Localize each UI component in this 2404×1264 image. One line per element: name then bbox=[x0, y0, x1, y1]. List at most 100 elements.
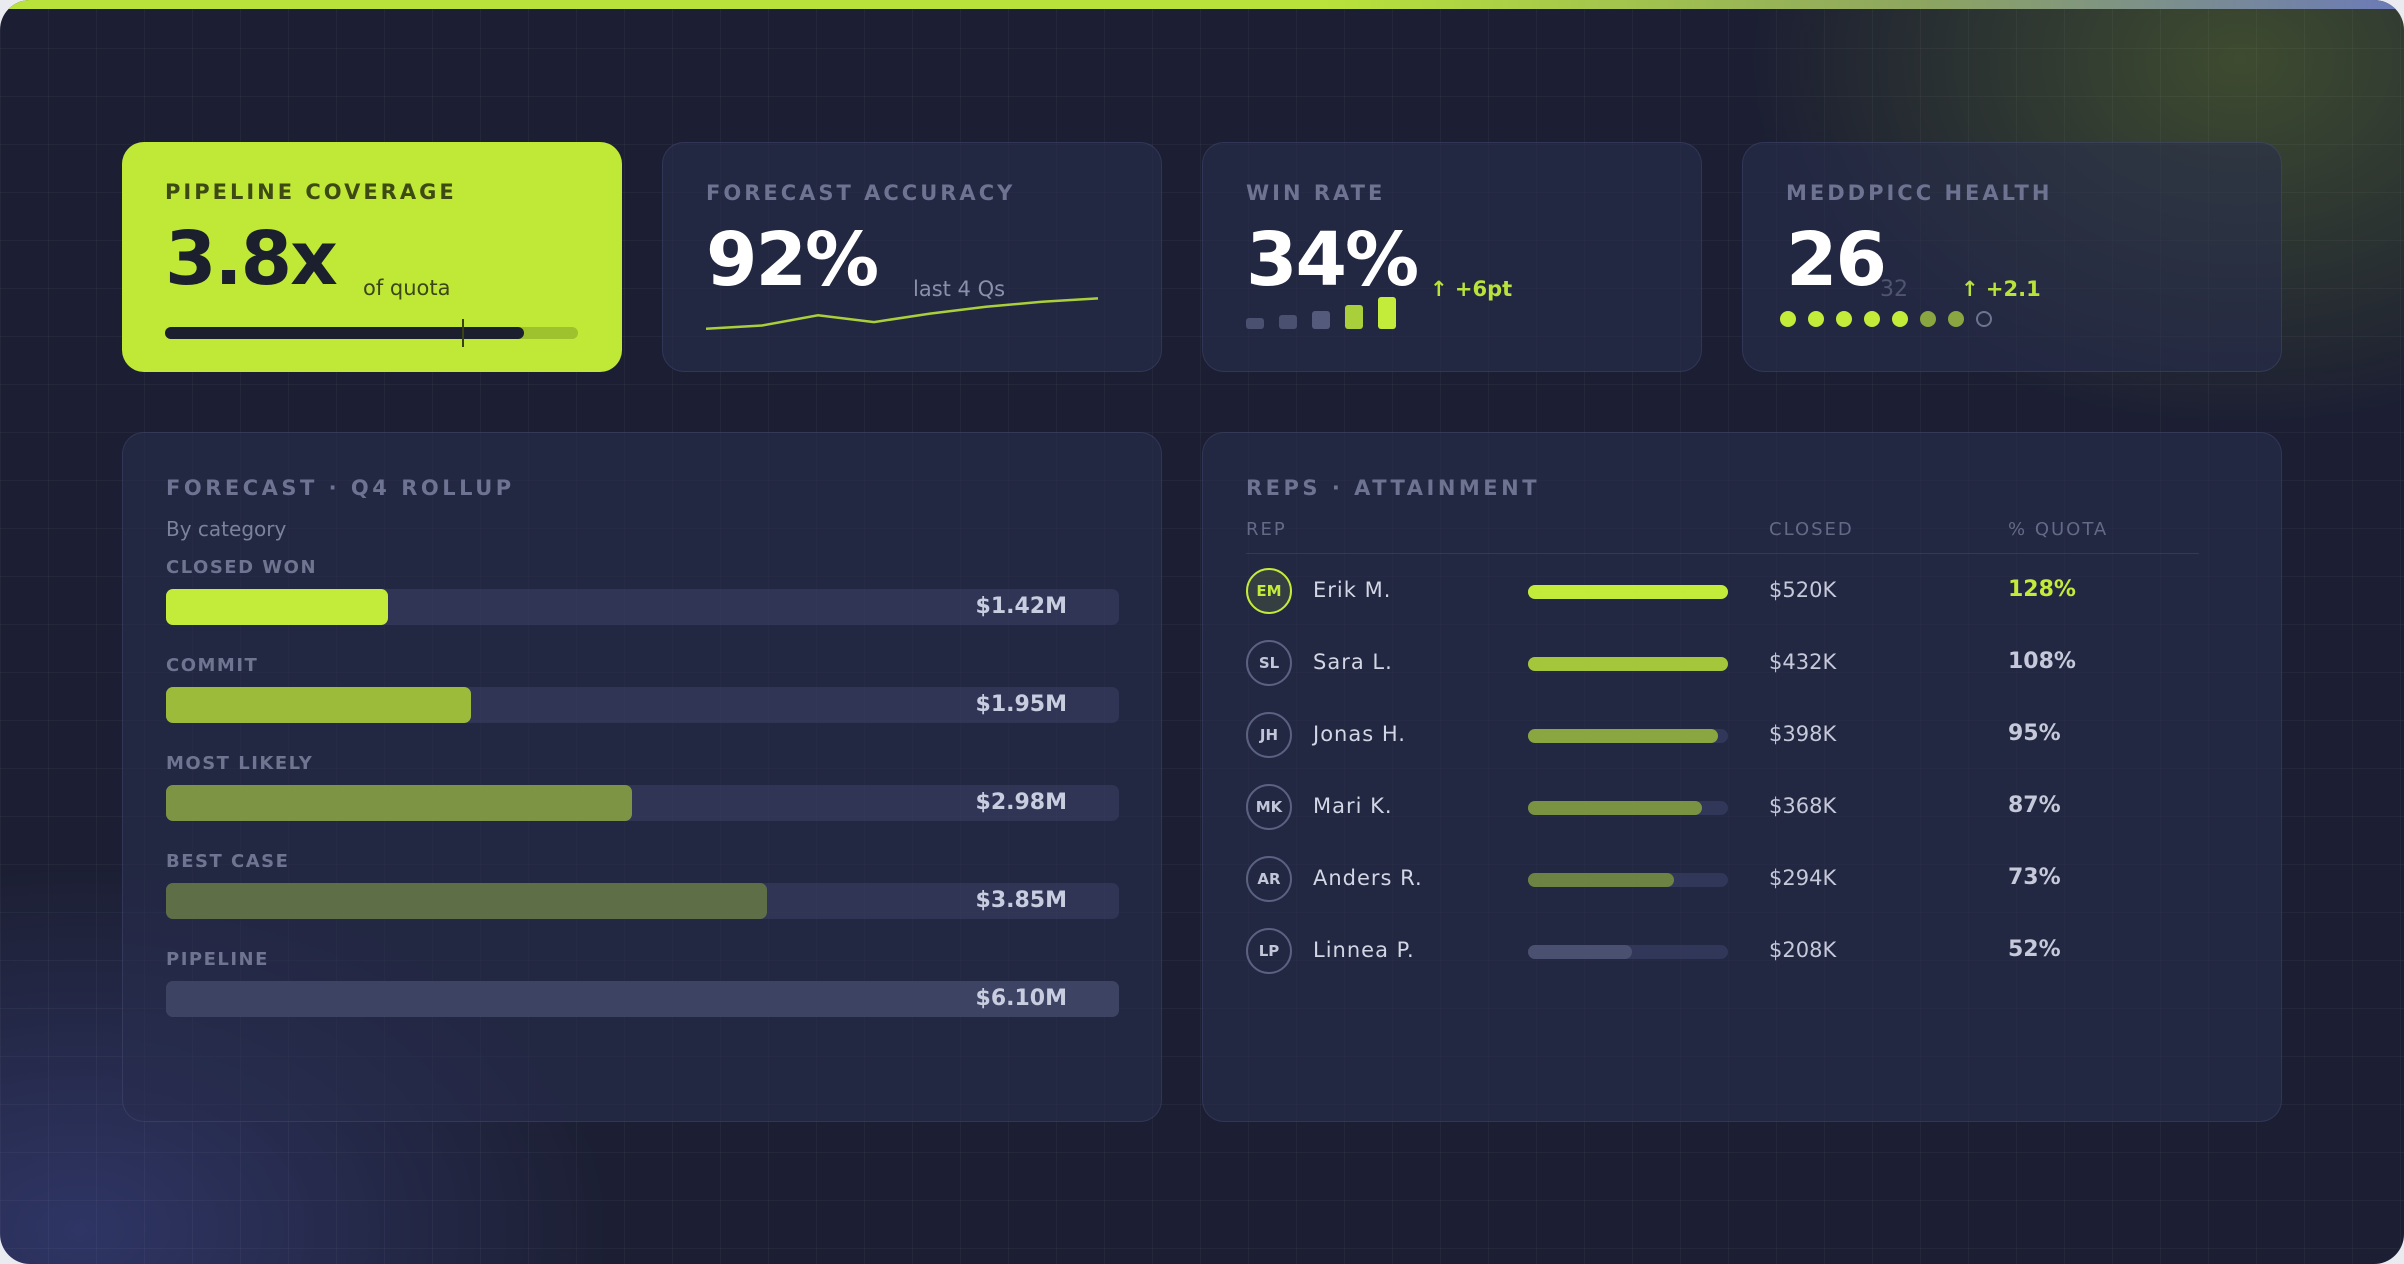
rep-row[interactable]: EM Erik M. $520K 128% bbox=[1246, 568, 2246, 618]
forecast-bar-track: $1.95M bbox=[166, 687, 1119, 723]
rep-closed: $432K bbox=[1769, 650, 1837, 674]
forecast-row[interactable]: COMMIT $1.95M bbox=[166, 655, 1119, 753]
attainment-bar bbox=[1528, 729, 1718, 743]
forecast-category-label: PIPELINE bbox=[166, 949, 269, 970]
forecast-category-label: MOST LIKELY bbox=[166, 753, 314, 774]
forecast-bar bbox=[166, 687, 471, 723]
health-dot bbox=[1920, 311, 1936, 327]
forecast-bar-track: $6.10M bbox=[166, 981, 1119, 1017]
kpi-label: WIN RATE bbox=[1246, 181, 1386, 205]
rep-quota-pct: 52% bbox=[2008, 937, 2061, 962]
avatar: SL bbox=[1246, 640, 1292, 686]
attainment-bar bbox=[1528, 657, 1728, 671]
rep-name: Jonas H. bbox=[1313, 722, 1406, 746]
coverage-progress-fill bbox=[165, 327, 525, 339]
quota-marker bbox=[462, 319, 465, 347]
attainment-track bbox=[1528, 873, 1728, 887]
delta-badge: ↑ +2.1 bbox=[1961, 277, 2041, 301]
kpi-card-pipeline-coverage[interactable]: PIPELINE COVERAGE 3.8x of quota bbox=[122, 142, 622, 372]
rep-row[interactable]: LP Linnea P. $208K 52% bbox=[1246, 928, 2246, 978]
kpi-card-meddpicc-health[interactable]: MEDDPICC HEALTH 26 32 ↑ +2.1 bbox=[1742, 142, 2282, 372]
accuracy-sparkline bbox=[706, 297, 1099, 331]
rep-closed: $520K bbox=[1769, 578, 1837, 602]
forecast-value: $2.98M bbox=[975, 790, 1067, 815]
coverage-progress-track bbox=[165, 319, 578, 347]
forecast-category-label: COMMIT bbox=[166, 655, 259, 676]
rep-row[interactable]: SL Sara L. $432K 108% bbox=[1246, 640, 2246, 690]
rep-row[interactable]: AR Anders R. $294K 73% bbox=[1246, 856, 2246, 906]
forecast-bar bbox=[166, 981, 1119, 1017]
health-dot bbox=[1836, 311, 1852, 327]
forecast-bar-track: $3.85M bbox=[166, 883, 1119, 919]
attainment-track bbox=[1528, 801, 1728, 815]
column-header-rep: REP bbox=[1246, 519, 1287, 540]
section-title: REPS · ATTAINMENT bbox=[1246, 476, 1541, 500]
attainment-bar bbox=[1528, 873, 1674, 887]
avatar: EM bbox=[1246, 568, 1292, 614]
attainment-track bbox=[1528, 657, 1728, 671]
top-accent-bar bbox=[0, 0, 2404, 9]
rep-quota-pct: 87% bbox=[2008, 793, 2061, 818]
health-dot bbox=[1948, 311, 1964, 327]
forecast-category-label: CLOSED WON bbox=[166, 557, 318, 578]
delta-badge: ↑ +6pt bbox=[1430, 277, 1513, 301]
kpi-card-win-rate[interactable]: WIN RATE 34% ↑ +6pt bbox=[1202, 142, 1702, 372]
kpi-value: 34% bbox=[1246, 217, 1419, 303]
rep-row[interactable]: JH Jonas H. $398K 95% bbox=[1246, 712, 2246, 762]
kpi-card-forecast-accuracy[interactable]: FORECAST ACCURACY 92% last 4 Qs bbox=[662, 142, 1162, 372]
rep-name: Sara L. bbox=[1313, 650, 1393, 674]
header-divider bbox=[1246, 553, 2199, 554]
rep-name: Linnea P. bbox=[1313, 938, 1415, 962]
rep-closed: $368K bbox=[1769, 794, 1837, 818]
forecast-value: $1.95M bbox=[975, 692, 1067, 717]
health-dot bbox=[1808, 311, 1824, 327]
rep-closed: $208K bbox=[1769, 938, 1837, 962]
forecast-rollup-card: FORECAST · Q4 ROLLUP By category CLOSED … bbox=[122, 432, 1162, 1122]
attainment-bar bbox=[1528, 801, 1702, 815]
forecast-value: $3.85M bbox=[975, 888, 1067, 913]
attainment-track bbox=[1528, 945, 1728, 959]
rep-quota-pct: 95% bbox=[2008, 721, 2061, 746]
section-title: FORECAST · Q4 ROLLUP bbox=[166, 476, 515, 500]
health-dot bbox=[1892, 311, 1908, 327]
sparkline-series bbox=[706, 297, 1099, 331]
win-rate-bar bbox=[1345, 305, 1363, 329]
rep-name: Anders R. bbox=[1313, 866, 1423, 890]
kpi-label: MEDDPICC HEALTH bbox=[1786, 181, 2053, 205]
forecast-value: $6.10M bbox=[975, 986, 1067, 1011]
rep-row[interactable]: MK Mari K. $368K 87% bbox=[1246, 784, 2246, 834]
win-rate-bar bbox=[1378, 297, 1396, 329]
forecast-row[interactable]: MOST LIKELY $2.98M bbox=[166, 753, 1119, 851]
attainment-bar bbox=[1528, 585, 1728, 599]
avatar: LP bbox=[1246, 928, 1292, 974]
attainment-bar bbox=[1528, 945, 1632, 959]
forecast-value: $1.42M bbox=[975, 594, 1067, 619]
column-header-closed: CLOSED bbox=[1769, 519, 1854, 540]
avatar: MK bbox=[1246, 784, 1292, 830]
win-rate-bar bbox=[1312, 311, 1330, 329]
kpi-sub: last 4 Qs bbox=[913, 277, 1006, 301]
kpi-value: 26 bbox=[1786, 217, 1887, 303]
forecast-category-label: BEST CASE bbox=[166, 851, 290, 872]
forecast-bar bbox=[166, 883, 768, 919]
kpi-value: 92% bbox=[706, 217, 879, 303]
attainment-track bbox=[1528, 729, 1728, 743]
health-dot bbox=[1864, 311, 1880, 327]
kpi-sub: of quota bbox=[363, 276, 451, 300]
kpi-value: 3.8x bbox=[165, 216, 338, 302]
rep-name: Erik M. bbox=[1313, 578, 1392, 602]
avatar: AR bbox=[1246, 856, 1292, 902]
forecast-row[interactable]: CLOSED WON $1.42M bbox=[166, 557, 1119, 655]
rep-name: Mari K. bbox=[1313, 794, 1393, 818]
forecast-bar bbox=[166, 589, 388, 625]
forecast-row[interactable]: BEST CASE $3.85M bbox=[166, 851, 1119, 949]
rep-quota-pct: 73% bbox=[2008, 865, 2061, 890]
forecast-row[interactable]: PIPELINE $6.10M bbox=[166, 949, 1119, 1047]
kpi-label: PIPELINE COVERAGE bbox=[165, 180, 457, 204]
kpi-out-of: 32 bbox=[1880, 277, 1908, 302]
kpi-label: FORECAST ACCURACY bbox=[706, 181, 1016, 205]
rep-quota-pct: 108% bbox=[2008, 649, 2076, 674]
avatar: JH bbox=[1246, 712, 1292, 758]
forecast-bar bbox=[166, 785, 632, 821]
